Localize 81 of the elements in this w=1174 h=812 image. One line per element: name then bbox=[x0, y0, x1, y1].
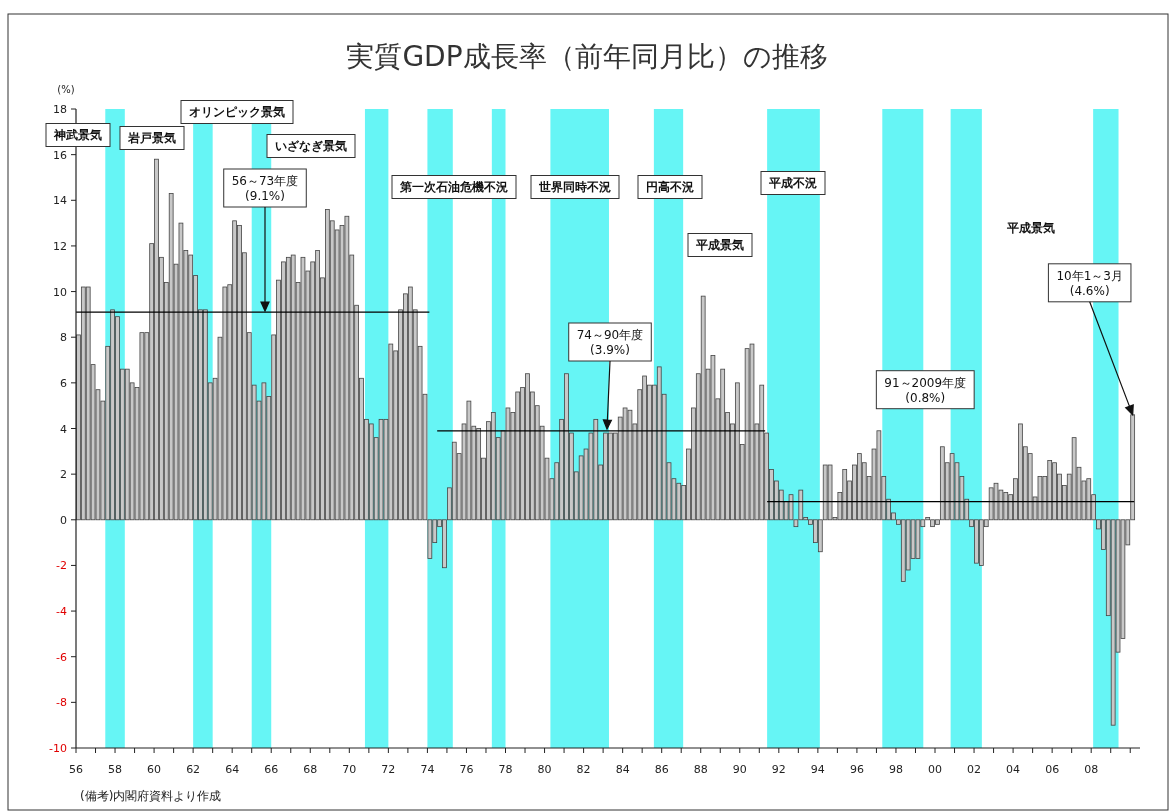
x-tick-label: 96 bbox=[849, 763, 864, 776]
x-tick-label: 74 bbox=[420, 763, 435, 776]
bar bbox=[734, 382, 740, 521]
bar bbox=[490, 412, 496, 521]
x-tick-label: 86 bbox=[654, 763, 669, 776]
y-tick-label: 2 bbox=[60, 468, 67, 482]
bar bbox=[451, 441, 457, 521]
annotation: 円高不況 bbox=[646, 180, 694, 195]
note: 第一次石油危機不況 bbox=[391, 175, 517, 199]
note: 世界同時不況 bbox=[530, 175, 620, 199]
x-tick-label: 70 bbox=[342, 763, 357, 776]
annotation: いざなぎ景気 bbox=[275, 139, 347, 154]
annotation: 74～90年度 (3.9%) bbox=[576, 327, 644, 357]
y-tick-label: 18 bbox=[53, 103, 67, 116]
x-tick-label: 80 bbox=[537, 763, 552, 776]
x-tick-label: 72 bbox=[381, 763, 396, 776]
note: 平成景気 bbox=[687, 233, 753, 257]
note: 91～2009年度 (0.8%) bbox=[875, 370, 975, 410]
x-tick-label: 58 bbox=[108, 763, 123, 776]
x-tick-label: 88 bbox=[693, 763, 708, 776]
x-tick-label: 04 bbox=[1006, 763, 1021, 776]
bar bbox=[700, 295, 706, 521]
annotation: オリンピック景気 bbox=[189, 105, 285, 120]
y-tick-label: -8 bbox=[56, 696, 67, 710]
x-tick-label: 00 bbox=[928, 763, 943, 776]
y-tick-label: -4 bbox=[56, 605, 67, 619]
annotation: 56～73年度 (9.1%) bbox=[231, 173, 299, 203]
y-tick-label: 0 bbox=[60, 513, 67, 527]
annotation: 91～2009年度 (0.8%) bbox=[884, 375, 967, 405]
x-tick-label: 92 bbox=[771, 763, 786, 776]
x-tick-label: 84 bbox=[615, 763, 630, 776]
x-tick-label: 82 bbox=[576, 763, 591, 776]
note: オリンピック景気 bbox=[180, 100, 294, 124]
annotation: 10年1～3月 (4.6%) bbox=[1056, 268, 1123, 298]
x-tick-label: 56 bbox=[69, 763, 83, 776]
note: 10年1～3月 (4.6%) bbox=[1047, 263, 1134, 416]
y-tick-label: -6 bbox=[56, 650, 67, 664]
note: 神武景気 bbox=[45, 123, 111, 147]
y-tick-label: -2 bbox=[56, 559, 67, 573]
x-tick-label: 90 bbox=[732, 763, 747, 776]
x-tick-label: 78 bbox=[498, 763, 513, 776]
bar bbox=[827, 464, 833, 521]
y-tick-label: 6 bbox=[60, 376, 67, 390]
chart-title: 実質GDP成長率（前年同月比）の推移 bbox=[346, 40, 828, 73]
annotation: 岩戸景気 bbox=[127, 131, 176, 146]
bar bbox=[378, 418, 384, 521]
x-tick-label: 60 bbox=[147, 763, 162, 776]
annotation: 平成景気 bbox=[695, 238, 744, 253]
bar bbox=[939, 446, 945, 521]
note: 岩戸景気 bbox=[119, 126, 185, 150]
y-axis-title: (%) bbox=[57, 84, 75, 95]
x-tick-label: 08 bbox=[1084, 763, 1099, 776]
note: 74～90年度 (3.9%) bbox=[568, 322, 652, 430]
bar bbox=[368, 423, 374, 521]
note: 円高不況 bbox=[637, 175, 703, 199]
x-tick-label: 64 bbox=[225, 763, 240, 776]
x-tick-label: 94 bbox=[810, 763, 825, 776]
annotation: 神武景気 bbox=[53, 128, 102, 143]
note: 56～73年度 (9.1%) bbox=[223, 168, 307, 312]
note: 平成景気 bbox=[1007, 221, 1055, 236]
text: (備考)内閣府資料より作成 bbox=[80, 789, 222, 803]
y-tick-label: 8 bbox=[60, 331, 67, 345]
bar bbox=[202, 309, 208, 521]
x-tick-label: 66 bbox=[264, 763, 279, 776]
x-tick-label: 68 bbox=[303, 763, 318, 776]
note: いざなぎ景気 bbox=[266, 134, 356, 158]
y-tick-label: 4 bbox=[60, 422, 67, 436]
x-tick-label: 02 bbox=[967, 763, 982, 776]
note: 平成不況 bbox=[760, 171, 826, 195]
x-tick-label: 06 bbox=[1045, 763, 1060, 776]
x-tick-label: 62 bbox=[186, 763, 201, 776]
annotation: 第一次石油危機不況 bbox=[399, 180, 508, 195]
y-tick-label: -10 bbox=[49, 742, 67, 755]
annotation: 平成不況 bbox=[768, 176, 817, 191]
y-tick-label: 12 bbox=[53, 239, 67, 253]
y-tick-label: 10 bbox=[53, 285, 67, 299]
y-tick-label: 14 bbox=[53, 194, 67, 208]
y-tick-label: 16 bbox=[53, 148, 67, 162]
x-tick-label: 98 bbox=[888, 763, 903, 776]
annotation: 世界同時不況 bbox=[538, 180, 611, 195]
x-tick-label: 76 bbox=[459, 763, 474, 776]
